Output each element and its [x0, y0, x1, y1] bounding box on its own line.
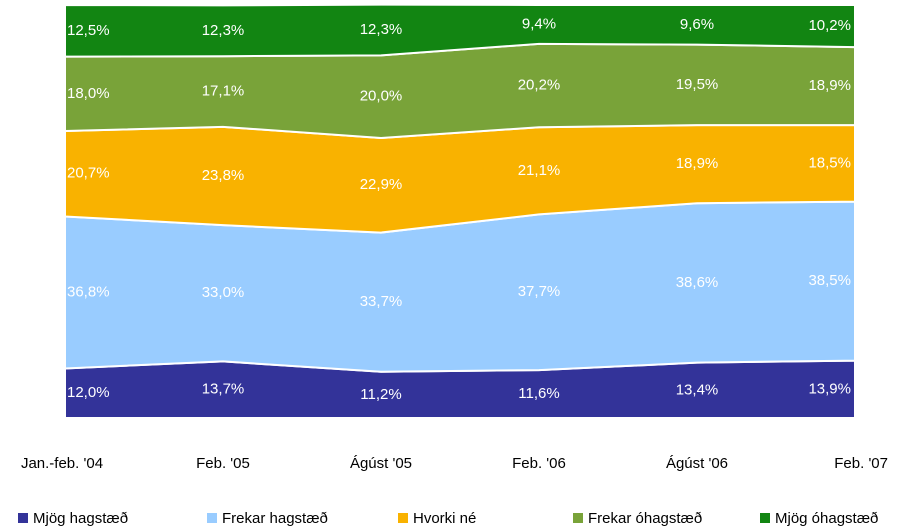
- value-label: 12,5%: [67, 22, 110, 39]
- value-label: 21,1%: [518, 162, 561, 179]
- legend-label: Hvorki né: [413, 510, 476, 527]
- value-label: 20,7%: [67, 165, 110, 182]
- value-label: 13,7%: [202, 381, 245, 398]
- x-tick-label: Feb. '07: [834, 455, 888, 472]
- area: [64, 42, 856, 139]
- value-label: 9,4%: [522, 15, 556, 32]
- legend-swatch: [18, 513, 28, 523]
- value-label: 12,3%: [360, 21, 403, 38]
- value-label: 18,9%: [676, 155, 719, 172]
- value-label: 12,0%: [67, 384, 110, 401]
- legend-label: Mjög hagstæð: [33, 510, 128, 527]
- legend-swatch: [760, 513, 770, 523]
- value-label: 20,2%: [518, 77, 561, 94]
- value-label: 19,5%: [676, 76, 719, 93]
- x-tick-label: Ágúst '06: [666, 455, 728, 472]
- value-label: 10,2%: [808, 17, 851, 34]
- x-tick-label: Feb. '05: [196, 455, 250, 472]
- value-label: 20,0%: [360, 88, 403, 105]
- x-tick-label: Feb. '06: [512, 455, 566, 472]
- x-tick-label: Jan.-feb. '04: [21, 455, 103, 472]
- value-label: 38,6%: [676, 274, 719, 291]
- value-label: 9,6%: [680, 16, 714, 33]
- value-label: 33,7%: [360, 293, 403, 310]
- value-label: 18,5%: [808, 154, 851, 171]
- area: [64, 200, 856, 373]
- value-label: 13,9%: [808, 380, 851, 397]
- value-label: 11,6%: [518, 385, 559, 402]
- legend-label: Frekar óhagstæð: [588, 510, 702, 527]
- value-label: 23,8%: [202, 167, 245, 184]
- value-label: 18,9%: [808, 77, 851, 94]
- value-label: 13,4%: [676, 381, 719, 398]
- value-label: 11,2%: [360, 386, 401, 403]
- legend-label: Mjög óhagstæð: [775, 510, 878, 527]
- x-tick-label: Ágúst '05: [350, 455, 412, 472]
- value-label: 37,7%: [518, 283, 561, 300]
- legend-swatch: [573, 513, 583, 523]
- legend-label: Frekar hagstæð: [222, 510, 328, 527]
- value-label: 12,3%: [202, 22, 245, 39]
- value-label: 38,5%: [808, 272, 851, 289]
- legend-swatch: [398, 513, 408, 523]
- value-label: 18,0%: [67, 85, 110, 102]
- area: [64, 3, 856, 58]
- legend-swatch: [207, 513, 217, 523]
- value-label: 22,9%: [360, 176, 403, 193]
- value-label: 17,1%: [202, 82, 245, 99]
- value-label: 36,8%: [67, 283, 110, 300]
- value-label: 33,0%: [202, 284, 245, 301]
